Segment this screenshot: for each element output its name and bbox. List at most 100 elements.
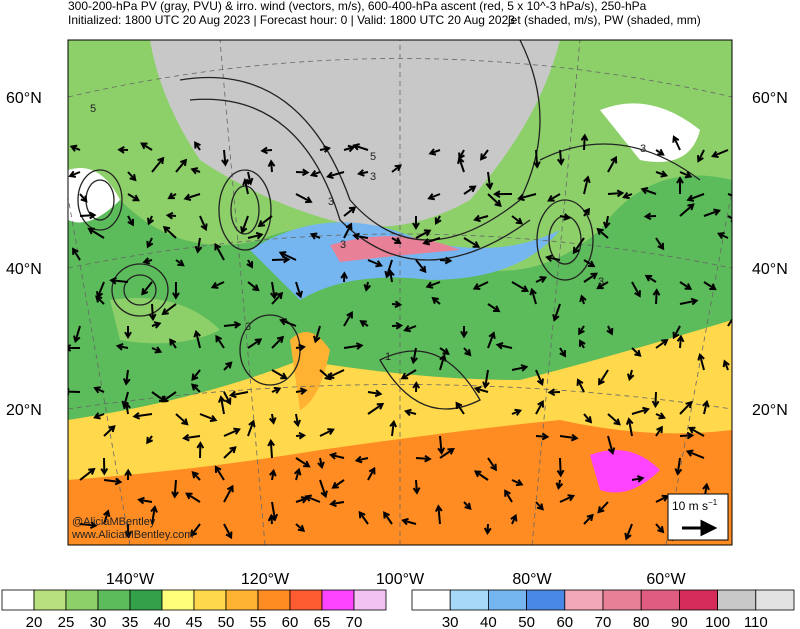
pw-colorbar-swatch [321, 589, 355, 611]
wind-arrow [295, 431, 307, 440]
wind-arrow [631, 281, 641, 298]
jet-colorbar-tick-label: 30 [442, 614, 459, 629]
wind-arrow [137, 496, 153, 505]
wind-arrow [437, 435, 446, 455]
jet-colorbar-tick-label: 100 [705, 614, 730, 629]
wind-arrow [161, 391, 177, 403]
wind-arrow [246, 259, 254, 269]
wind-arrow [146, 215, 155, 226]
wind-arrow [319, 428, 335, 437]
wind-arrow [696, 149, 705, 163]
wind-arrow [247, 281, 260, 292]
wind-arrow [687, 426, 705, 437]
wind-arrow [245, 171, 254, 186]
wind-arrow [142, 257, 153, 265]
longitude-label: 100°W [376, 571, 425, 588]
wind-arrow [511, 408, 523, 416]
wind-arrow [655, 170, 669, 178]
wind-key-text: 10 m s [672, 499, 708, 513]
wind-arrow [679, 431, 695, 440]
wind-arrow [268, 413, 277, 425]
pw-colorbar-tick-label: 65 [314, 614, 331, 629]
wind-arrow [271, 255, 291, 264]
wind-arrow [175, 413, 189, 426]
wind-arrow [73, 325, 81, 344]
credit: www.AliciaMBentley.com [71, 529, 193, 541]
wind-arrow [199, 215, 208, 232]
wind-arrow [643, 212, 657, 221]
wind-arrow [727, 193, 732, 197]
pw-colorbar-swatch [129, 589, 163, 611]
wind-arrow [267, 159, 276, 173]
wind-arrow [146, 435, 154, 445]
wind-arrow [68, 387, 81, 396]
wind-arrow [352, 232, 369, 241]
wind-arrow [185, 492, 201, 503]
wind-arrow [607, 155, 618, 173]
wind-arrow [624, 523, 633, 541]
wind-arrow [607, 435, 616, 456]
pw-colorbar-swatch [161, 589, 195, 611]
jet-colorbar-tick-label: 70 [595, 614, 612, 629]
wind-arrow [606, 325, 614, 336]
wind-arrow [267, 513, 276, 525]
wind-arrow [295, 193, 313, 204]
wind-arrow [487, 303, 501, 313]
wind-arrow [631, 347, 642, 357]
wind-arrow [596, 281, 609, 290]
wind-arrow [103, 509, 111, 525]
jet-colorbar-swatch [640, 589, 680, 611]
wind-arrow [415, 229, 432, 239]
wind-arrow [672, 135, 681, 151]
wind-arrow [487, 331, 496, 349]
wind-arrow [247, 338, 263, 349]
wind-arrow [199, 413, 218, 423]
wind-arrow [223, 321, 242, 329]
wind-arrow [359, 320, 369, 327]
wind-arrow [492, 190, 513, 198]
wind-arrow [607, 189, 625, 198]
wind-arrow [703, 281, 717, 291]
wind-arrow [79, 521, 98, 529]
wind-arrow [214, 465, 225, 481]
wind-arrow [191, 383, 201, 393]
wind-arrow [697, 352, 705, 371]
wind-arrow [583, 413, 593, 424]
wind-arrow [319, 145, 331, 153]
wind-arrow [190, 167, 201, 175]
wind-arrow [183, 193, 201, 201]
wind-arrow [676, 334, 685, 349]
wind-arrow [247, 231, 264, 240]
wind-arrow [487, 457, 497, 472]
wind-arrow [196, 441, 205, 459]
wind-arrow [597, 501, 609, 514]
pw-colorbar-tick-label: 60 [282, 614, 299, 629]
contour-label: 3 [328, 196, 334, 208]
wind-arrow [162, 225, 177, 239]
wind-arrow [504, 489, 513, 503]
pw-colorbar-tick-label: 35 [122, 614, 139, 629]
wind-arrow [576, 378, 585, 393]
wind-arrow [403, 325, 417, 333]
jet-colorbar-tick-label: 50 [518, 614, 535, 629]
wind-arrow [228, 390, 249, 399]
wind-arrow [383, 511, 393, 525]
wind-arrow [319, 479, 328, 499]
wind-arrow [511, 364, 529, 372]
wind-arrow [644, 274, 657, 283]
pw-colorbar-swatch [65, 589, 99, 611]
pw-colorbar-tick-label: 20 [26, 614, 43, 629]
wind-arrow [103, 425, 116, 437]
wind-arrow [679, 203, 695, 217]
wind-arrow [103, 477, 123, 486]
wind-key-arrow [682, 519, 718, 537]
wind-arrow [463, 347, 472, 357]
wind-arrow [460, 325, 468, 339]
wind-arrow [529, 287, 537, 305]
wind-arrow [602, 215, 611, 230]
wind-arrow [410, 347, 418, 365]
wind-arrow [317, 457, 325, 470]
wind-arrow [217, 395, 226, 415]
wind-arrow [655, 338, 669, 349]
